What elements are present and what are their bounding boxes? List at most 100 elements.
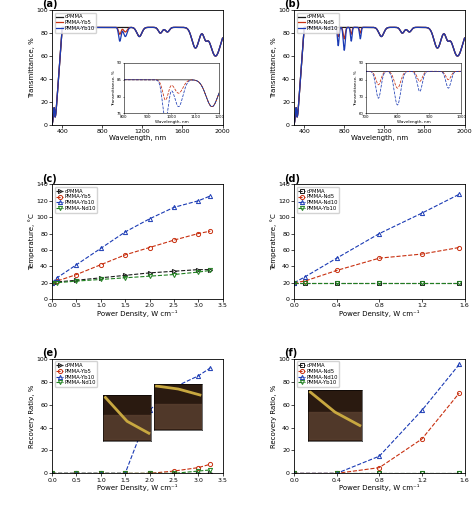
PMMA-Yb10 [208,365,213,371]
Line: cPMMA: cPMMA [293,27,465,125]
PMMA-Nd10 [290,122,296,128]
Line: cPMMA: cPMMA [292,280,461,285]
PMMA-Yb5 [208,461,213,467]
PMMA-Yb5 [48,122,54,128]
cPMMA [208,267,213,273]
Text: (b): (b) [284,0,300,9]
PMMA-Nd5 [334,470,339,476]
PMMA-Yb10 [122,229,128,235]
cPMMA [376,470,382,476]
PMMA-Nd5 [290,122,296,128]
PMMA-Yb10 [334,279,339,286]
Legend: cPMMA, PMMA-Yb5, PMMA-Yb10, PMMA-Nd10: cPMMA, PMMA-Yb5, PMMA-Yb10, PMMA-Nd10 [55,361,97,387]
PMMA-Nd10 [171,271,177,277]
cPMMA [220,35,226,41]
Line: PMMA-Nd10: PMMA-Nd10 [293,27,465,125]
Line: PMMA-Nd5: PMMA-Nd5 [292,245,461,285]
PMMA-Nd10 [122,470,128,476]
PMMA-Nd10 [302,274,308,280]
Line: PMMA-Yb5: PMMA-Yb5 [50,462,212,475]
PMMA-Yb10 [419,470,425,476]
PMMA-Nd10 [98,470,104,476]
PMMA-Nd10 [402,27,408,34]
PMMA-Yb10 [419,279,425,286]
Y-axis label: Transmittance, %: Transmittance, % [29,37,35,98]
Line: cPMMA: cPMMA [50,471,212,475]
Line: cPMMA: cPMMA [50,268,212,285]
PMMA-Yb10 [98,245,104,251]
PMMA-Yb5 [122,252,128,258]
PMMA-Yb10 [195,373,201,379]
Legend: cPMMA, PMMA-Yb5, PMMA-Yb10, PMMA-Nd10: cPMMA, PMMA-Yb5, PMMA-Yb10, PMMA-Nd10 [55,187,97,213]
cPMMA [419,279,425,286]
PMMA-Yb5 [59,24,65,31]
PMMA-Yb5 [49,279,55,286]
cPMMA [195,267,201,273]
PMMA-Nd10 [291,279,297,286]
cPMMA [402,27,408,34]
cPMMA [98,275,104,281]
PMMA-Nd10 [291,470,297,476]
PMMA-Nd5 [302,278,308,284]
PMMA-Yb5 [146,244,152,250]
Line: PMMA-Yb5: PMMA-Yb5 [51,27,223,125]
PMMA-Yb5 [176,24,182,31]
PMMA-Yb10 [49,470,55,476]
PMMA-Yb10 [176,24,182,31]
cPMMA [98,470,104,476]
PMMA-Yb5 [195,231,201,237]
Y-axis label: Recovery Ratio, %: Recovery Ratio, % [271,384,277,448]
PMMA-Nd10 [356,26,362,32]
Line: PMMA-Yb10: PMMA-Yb10 [292,471,461,475]
PMMA-Nd5 [376,255,382,261]
PMMA-Yb10 [291,279,297,286]
PMMA-Yb10 [302,279,308,286]
cPMMA [171,470,177,476]
cPMMA [73,277,79,284]
cPMMA [456,279,462,286]
Line: PMMA-Nd10: PMMA-Nd10 [292,192,461,285]
cPMMA [456,470,462,476]
Line: PMMA-Nd10: PMMA-Nd10 [50,268,212,285]
cPMMA [160,27,165,34]
cPMMA [301,24,307,31]
PMMA-Yb10 [456,470,462,476]
PMMA-Yb10 [151,24,157,31]
Legend: cPMMA, PMMA-Nd5, PMMA-Nd10, PMMA-Yb10: cPMMA, PMMA-Nd5, PMMA-Nd10, PMMA-Yb10 [297,187,339,213]
PMMA-Nd5 [419,436,425,442]
PMMA-Nd5 [402,27,408,34]
cPMMA [334,470,339,476]
PMMA-Yb10 [146,407,152,413]
Legend: cPMMA, PMMA-Nd5, PMMA-Nd10: cPMMA, PMMA-Nd5, PMMA-Nd10 [297,13,339,33]
PMMA-Nd10 [419,407,425,413]
PMMA-Yb10 [208,193,213,199]
PMMA-Yb5 [208,228,213,234]
Text: (a): (a) [42,0,57,9]
Line: PMMA-Yb10: PMMA-Yb10 [51,27,223,125]
PMMA-Nd5 [456,390,462,396]
PMMA-Yb5 [151,24,157,31]
cPMMA [54,279,60,285]
Legend: cPMMA, PMMA-Yb5, PMMA-Yb10: cPMMA, PMMA-Yb5, PMMA-Yb10 [55,13,96,33]
PMMA-Nd10 [73,470,79,476]
cPMMA [302,279,308,286]
cPMMA [146,270,152,276]
PMMA-Yb10 [48,122,54,128]
PMMA-Yb10 [80,24,85,31]
PMMA-Nd10 [376,231,382,237]
PMMA-Yb5 [195,465,201,471]
cPMMA [146,470,152,476]
cPMMA [393,24,399,31]
Line: PMMA-Yb10: PMMA-Yb10 [292,280,461,285]
PMMA-Nd5 [456,244,462,250]
cPMMA [49,279,55,286]
PMMA-Nd5 [418,24,424,31]
PMMA-Yb10 [122,470,128,476]
PMMA-Nd10 [98,276,104,282]
Line: PMMA-Nd5: PMMA-Nd5 [293,27,465,125]
PMMA-Yb5 [122,470,128,476]
cPMMA [73,470,79,476]
PMMA-Yb5 [73,271,79,277]
PMMA-Nd5 [291,279,297,286]
cPMMA [419,470,425,476]
